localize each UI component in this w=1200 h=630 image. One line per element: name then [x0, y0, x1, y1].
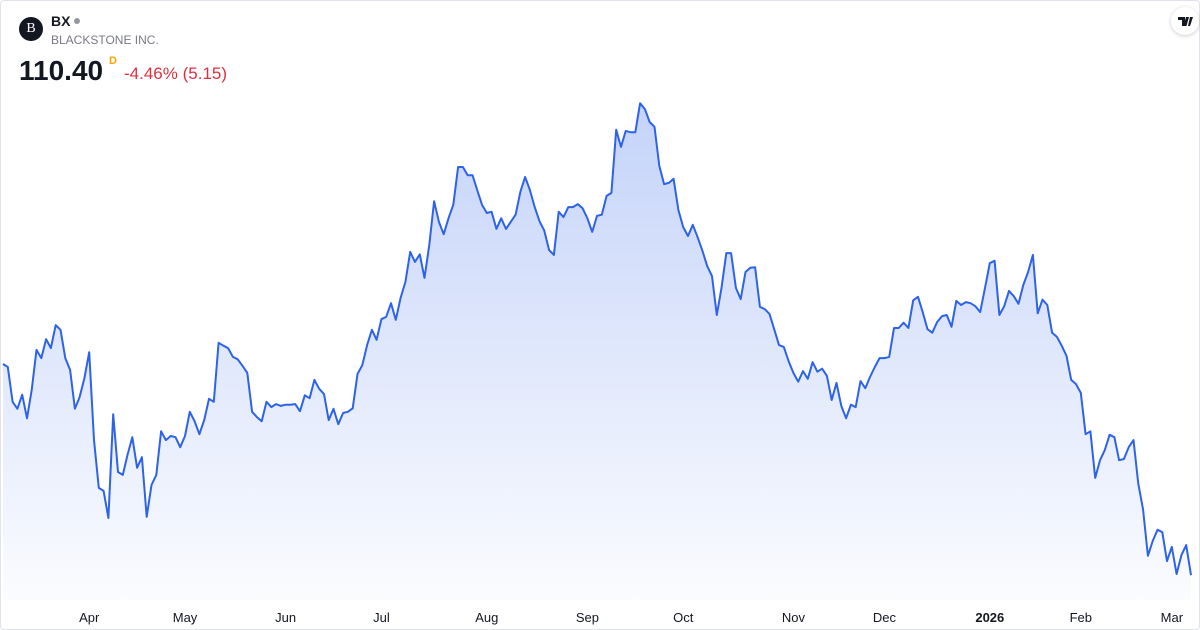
logo: B — [19, 17, 43, 41]
brand-icon — [1178, 17, 1193, 26]
area-fill — [3, 103, 1191, 600]
company-name: BLACKSTONE INC. — [51, 33, 159, 47]
x-tick-label: Sep — [576, 610, 599, 625]
symbol: BX — [51, 13, 81, 29]
x-tick-label: Dec — [873, 610, 897, 625]
change: -4.46% (5.15) — [124, 64, 227, 84]
status-dot — [74, 18, 81, 24]
price: 110.40 — [19, 55, 104, 86]
symbol-text: BX — [51, 13, 71, 29]
x-tick-label: Aug — [475, 610, 498, 625]
x-tick-label: Oct — [673, 610, 694, 625]
price-line — [2, 102, 1192, 576]
x-tick-label: Jun — [275, 610, 296, 625]
x-tick-label: Feb — [1070, 610, 1092, 625]
interval: D — [109, 55, 117, 67]
x-tick-label: May — [173, 610, 198, 625]
x-tick-label: Jul — [373, 610, 390, 625]
x-tick-label: Nov — [782, 610, 806, 625]
x-tick-label: Apr — [79, 610, 100, 625]
change-pct: -4.46% — [124, 64, 178, 83]
x-tick-label: Mar — [1161, 610, 1184, 625]
x-tick-label: 2026 — [975, 610, 1004, 625]
change-abs: (5.15) — [182, 64, 228, 83]
brand-logo[interactable] — [1171, 7, 1199, 35]
